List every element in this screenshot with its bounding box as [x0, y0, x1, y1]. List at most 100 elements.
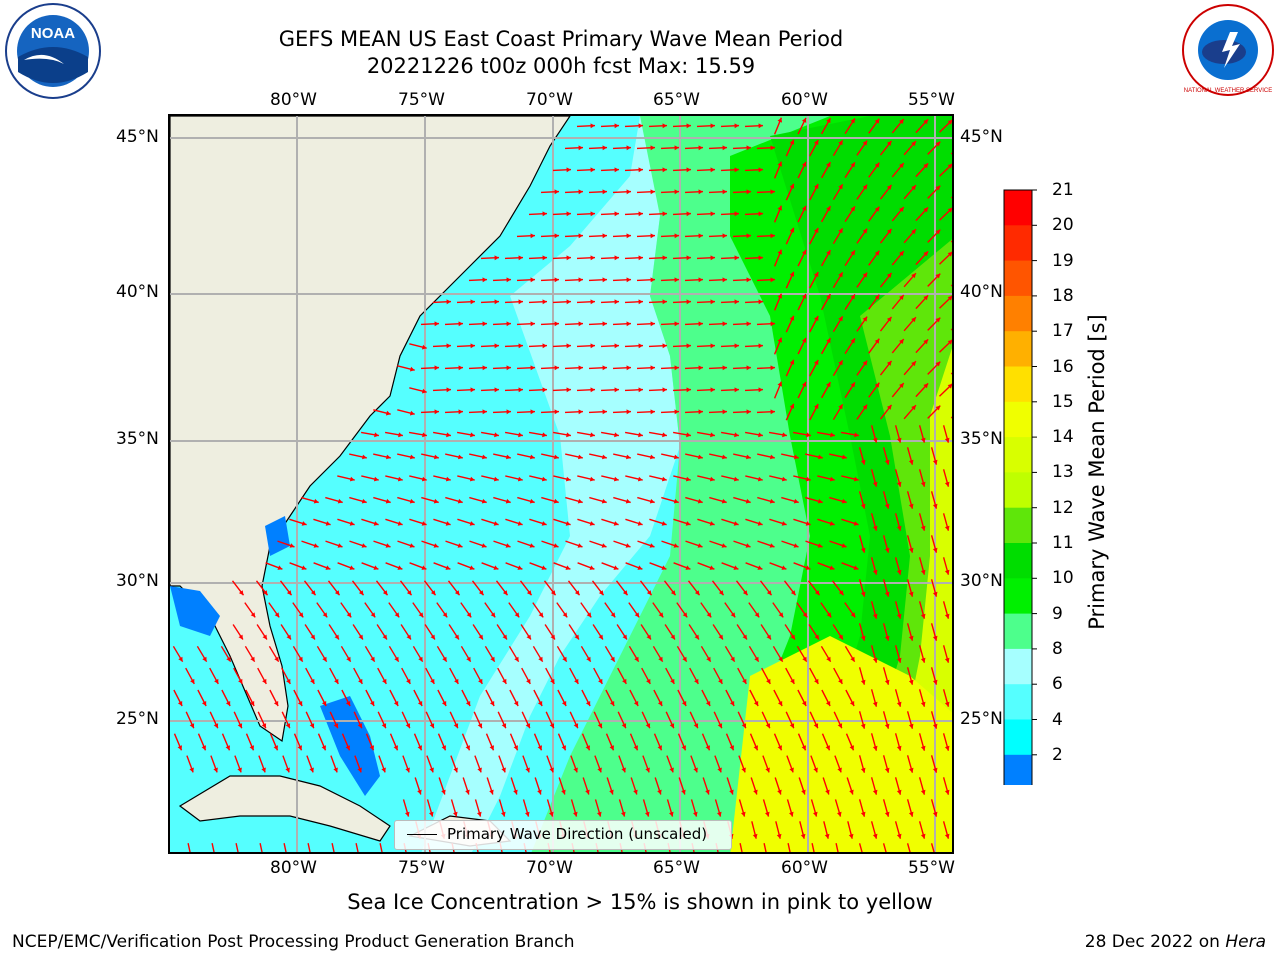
wave-arrow-head [686, 343, 691, 349]
wave-arrow-head [862, 316, 868, 322]
wave-arrow-head [920, 613, 926, 619]
wave-arrow-head [674, 365, 679, 371]
wave-arrow-head [853, 521, 859, 526]
wave-arrow-head [694, 590, 700, 596]
wave-arrow-head [406, 634, 411, 640]
wave-arrow-head [238, 678, 243, 684]
wave-arrow-head [826, 162, 831, 168]
wave-arrow-head [789, 271, 795, 277]
wave-arrow-head [538, 612, 544, 618]
wave-arrow-head [433, 543, 439, 548]
wave-arrow-head [469, 565, 475, 570]
wave-arrow-head [441, 701, 447, 706]
wave-arrow-head [862, 228, 868, 234]
wave-arrow-head [849, 745, 854, 751]
wave-arrow-head [670, 634, 675, 640]
wave-arrow-head [853, 476, 859, 482]
wave-arrow-head [742, 678, 747, 684]
wave-arrow-head [920, 525, 926, 531]
wave-arrow-head [602, 145, 607, 151]
map-plot [170, 116, 952, 852]
wave-arrow-head [225, 745, 230, 751]
wave-arrow-head [421, 521, 427, 526]
wave-arrow-head [494, 387, 499, 393]
wave-arrow-head [505, 498, 511, 504]
wave-arrow-head [409, 366, 415, 372]
wave-arrow-head [550, 634, 555, 640]
wave-arrow-head [373, 565, 379, 570]
wave-arrow-head [746, 321, 751, 327]
wave-arrow-head [896, 789, 902, 795]
wave-arrow-head [710, 255, 715, 261]
wave-arrow-head [645, 767, 650, 773]
wave-arrow-head [674, 409, 679, 415]
wave-arrow-head [923, 163, 929, 169]
wave-arrow-head [908, 591, 914, 597]
wave-arrow-head [566, 299, 571, 305]
colorbar-tick-label: 14 [1052, 427, 1074, 448]
wave-arrow-head [814, 634, 819, 640]
wave-arrow-head [577, 543, 583, 548]
wave-arrow-head [325, 565, 331, 570]
wave-arrow-head [698, 454, 703, 460]
wave-arrow-head [430, 590, 436, 596]
wave-arrow-shaft [307, 843, 311, 852]
wave-arrow-head [370, 612, 376, 618]
wave-arrow-shaft [882, 843, 887, 852]
wave-arrow-head [709, 565, 715, 570]
wave-arrow-head [935, 361, 941, 367]
wave-arrow-head [657, 701, 663, 706]
wave-arrow-head [622, 678, 627, 684]
wave-arrow-head [518, 255, 523, 261]
wave-arrow-head [478, 590, 484, 596]
wave-arrow-head [554, 189, 559, 195]
wave-arrow-head [872, 569, 878, 575]
wave-arrow-head [201, 745, 206, 751]
wave-arrow-head [537, 745, 542, 751]
wave-arrow-head [334, 678, 339, 684]
wave-arrow-head [589, 521, 595, 526]
wave-arrow-head [434, 454, 439, 460]
wave-arrow-head [514, 612, 520, 618]
wave-arrow-head [621, 767, 626, 773]
wave-arrow-head [638, 123, 643, 129]
wave-arrow-head [806, 432, 811, 438]
wave-arrow-head [478, 678, 483, 684]
wave-arrow-head [908, 723, 914, 729]
wave-arrow-head [754, 612, 760, 618]
wave-arrow-head [801, 745, 806, 751]
wave-arrow-head [899, 295, 904, 300]
wave-arrow-head [932, 811, 938, 817]
wave-arrow-head [849, 701, 855, 706]
wave-arrow-shaft [858, 843, 863, 852]
wave-arrow-head [710, 167, 715, 173]
wave-arrow-head [710, 343, 715, 349]
wave-arrow-head [752, 833, 758, 839]
wave-arrow-head [801, 337, 807, 343]
wave-arrow-head [590, 123, 595, 129]
lon-label-top: 80°W [270, 90, 317, 110]
wave-arrow-head [693, 723, 699, 729]
wave-arrow-head [494, 343, 499, 349]
wave-arrow-head [801, 249, 807, 255]
wave-arrow-head [313, 498, 319, 504]
wave-arrow-head [578, 233, 583, 239]
wave-arrow-head [896, 745, 902, 751]
wave-arrow-head [776, 833, 782, 839]
wave-arrow-head [681, 701, 687, 706]
wave-arrow-head [829, 521, 835, 526]
wave-arrow-head [385, 498, 391, 504]
wave-arrow-head [274, 612, 280, 618]
colorbar-segment [1004, 225, 1032, 262]
wave-arrow-head [911, 141, 916, 147]
wave-arrow-head [374, 432, 379, 438]
wave-arrow-head [935, 185, 941, 191]
wave-arrow-head [578, 189, 583, 195]
wave-arrow-head [321, 745, 326, 751]
wave-arrow-head [298, 656, 303, 662]
wave-arrow-head [470, 299, 475, 305]
wave-arrow-head [789, 227, 795, 233]
wave-arrow-head [673, 498, 679, 504]
wave-arrow-head [614, 432, 619, 438]
wave-arrow-head [794, 454, 799, 460]
